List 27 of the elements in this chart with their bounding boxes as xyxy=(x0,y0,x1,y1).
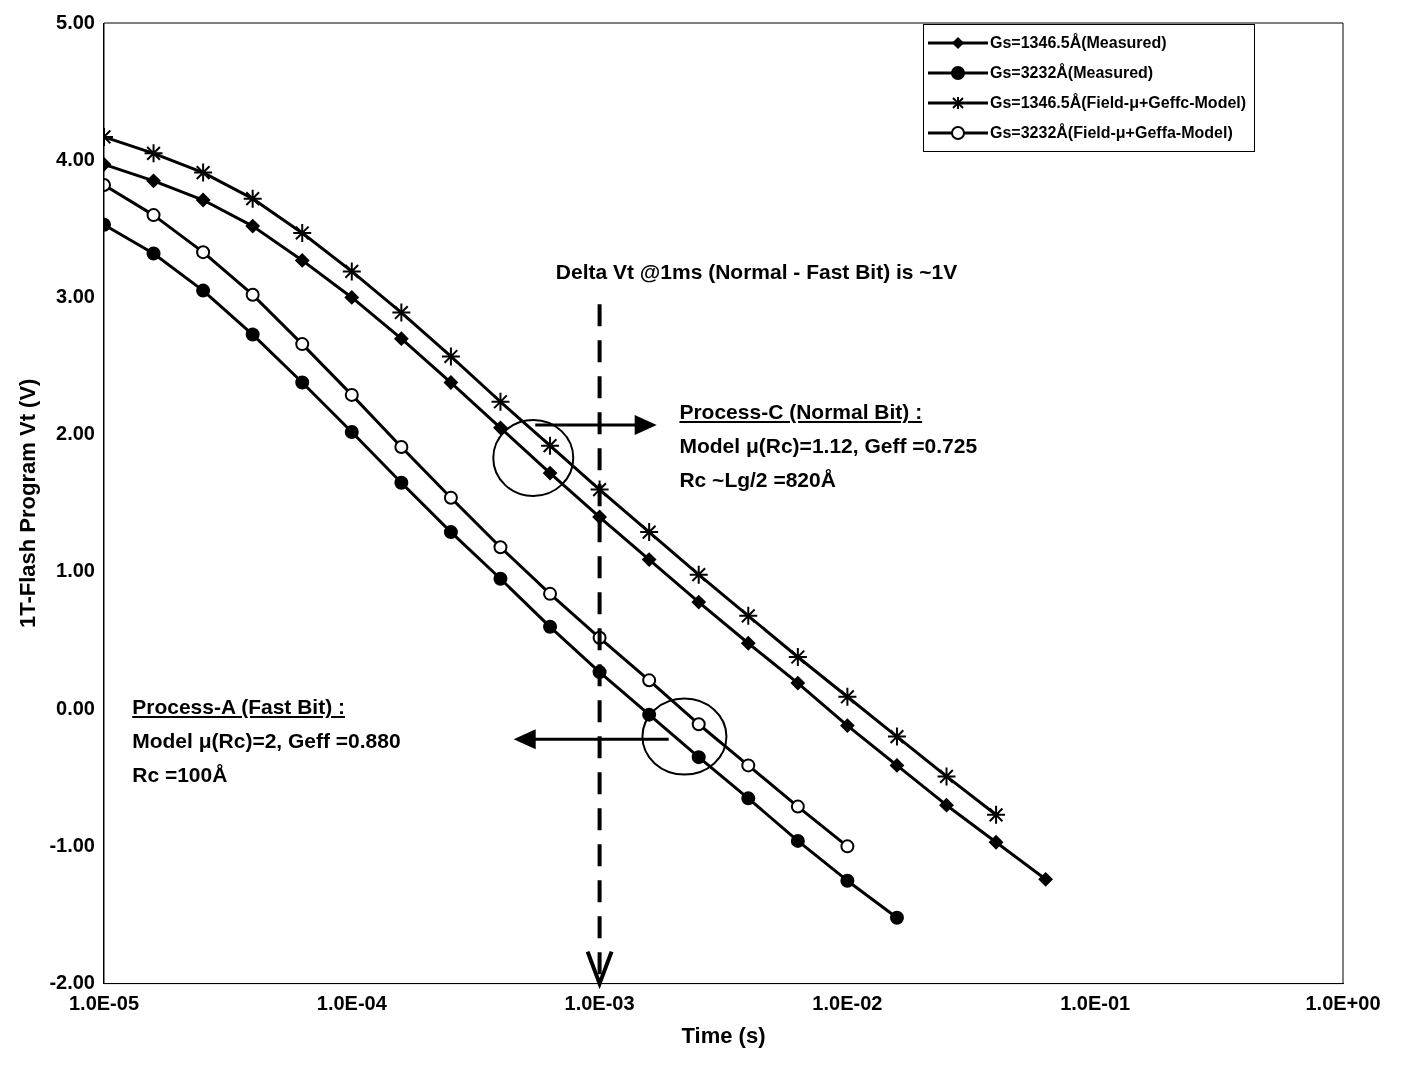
x-tick-label: 1.0E-03 xyxy=(564,992,635,1015)
y-tick-label: -1.00 xyxy=(49,833,95,856)
legend-label: Gs=3232Å(Measured) xyxy=(990,64,1154,82)
y-tick-label: 4.00 xyxy=(56,147,95,170)
x-tick-label: 1.0E-05 xyxy=(68,992,140,1015)
x-tick-label: 1.0E-01 xyxy=(1060,992,1131,1015)
annotation: Rc ~Lg/2 =820Å xyxy=(679,467,837,494)
y-tick-label: 3.00 xyxy=(56,284,95,307)
y-tick-label: 0.00 xyxy=(56,696,95,719)
annotation: Process-C (Normal Bit) : xyxy=(679,399,924,426)
x-tick-label: 1.0E+00 xyxy=(1305,992,1381,1015)
annotation: Delta Vt @1ms (Normal - Fast Bit) is ~1V xyxy=(555,259,958,286)
y-tick-label: 5.00 xyxy=(56,10,95,33)
legend-label: Gs=1346.5Å(Field-μ+Geffc-Model) xyxy=(990,94,1247,112)
legend-label: Gs=1346.5Å(Measured) xyxy=(990,34,1167,52)
y-axis-title: 1T-Flash Program Vt (V) xyxy=(15,378,41,628)
y-tick-label: 1.00 xyxy=(56,559,95,582)
x-axis-title: Time (s) xyxy=(681,1022,766,1048)
annotation: Process-A (Fast Bit) : xyxy=(132,694,346,721)
y-tick-label: 2.00 xyxy=(56,422,95,445)
x-tick-label: 1.0E-04 xyxy=(316,992,388,1015)
x-tick-label: 1.0E-02 xyxy=(812,992,883,1015)
annotation: Model μ(Rc)=1.12, Geff =0.725 xyxy=(679,433,978,460)
annotation: Rc =100Å xyxy=(132,762,229,789)
legend-label: Gs=3232Å(Field-μ+Geffa-Model) xyxy=(990,124,1233,142)
annotation: Model μ(Rc)=2, Geff =0.880 xyxy=(132,728,401,755)
y-tick-label: -2.00 xyxy=(49,971,95,994)
